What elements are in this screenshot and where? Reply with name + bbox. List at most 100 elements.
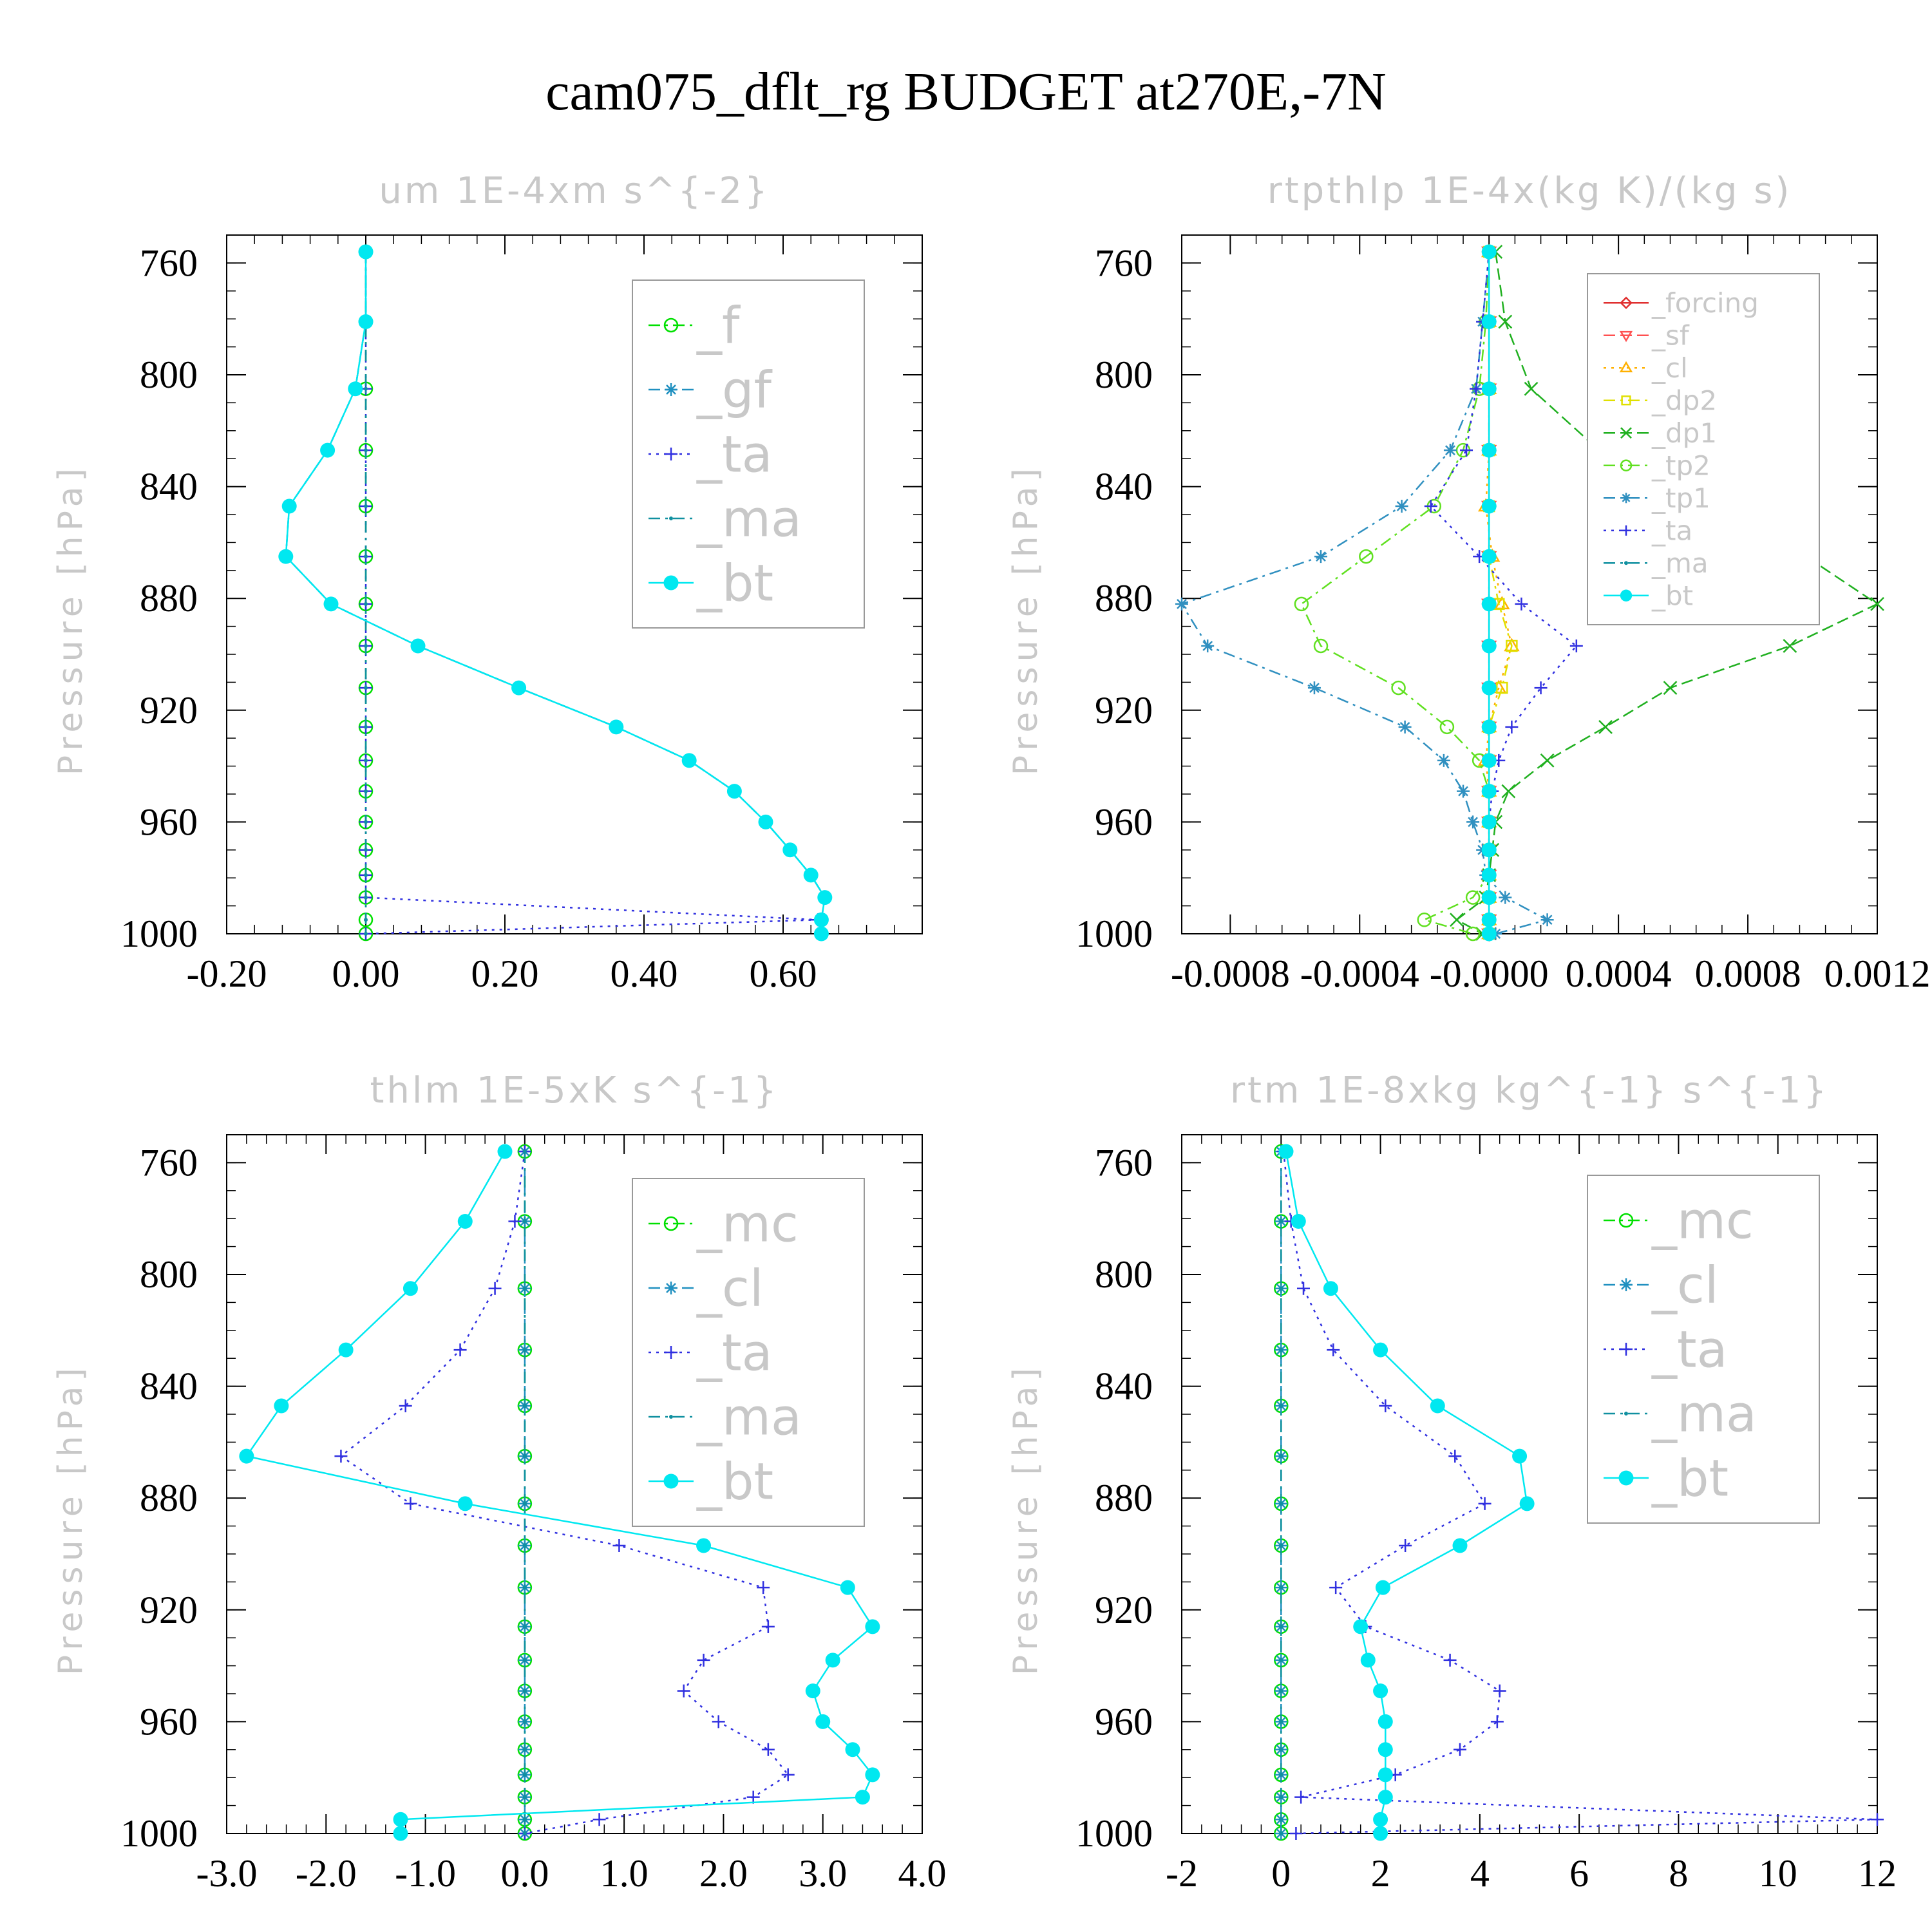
data-point [1279,1747,1283,1752]
data-point [522,1719,527,1724]
legend-marker [665,1346,677,1359]
data-point [1505,720,1519,734]
legend-marker [1624,1412,1628,1416]
y-tick-label: 920 [1095,1589,1153,1631]
y-tick-label: 1000 [1075,913,1153,955]
y-axis-label: Pressure [hPa] [1007,463,1045,775]
data-point [1327,1343,1340,1357]
x-tick-label: 12 [1858,1852,1897,1895]
legend-label: _cl [1651,1256,1719,1314]
data-point [364,686,368,690]
data-point [1289,1827,1303,1840]
x-tick-label: -0.20 [187,952,267,995]
data-point [274,1398,289,1414]
data-point [1481,912,1497,927]
series-ta [334,1145,795,1840]
y-tick-label: 760 [1095,1141,1153,1184]
legend-label: _ta [1651,1321,1727,1379]
legend-marker [1620,1278,1633,1291]
data-point [1481,381,1497,397]
data-point [410,638,426,654]
legend-marker [663,1216,679,1231]
data-point [1279,1817,1283,1822]
y-tick-label: 960 [1095,800,1153,843]
x-tick-label: 0 [1271,1852,1291,1895]
y-tick-label: 800 [1095,354,1153,396]
legend-label: _mc [696,1195,799,1253]
data-point [364,724,368,729]
data-point [1524,381,1539,396]
data-point [1481,638,1497,654]
x-tick-label: -2 [1166,1852,1198,1895]
x-tick-label: 4 [1470,1852,1490,1895]
series-line [1285,1151,1528,1833]
data-point [1540,753,1555,768]
data-point [1457,784,1470,798]
series-tp2 [1294,244,1497,942]
legend-marker [1621,493,1631,504]
data-point [761,1620,775,1633]
y-tick-label: 840 [140,1365,198,1408]
legend-label: _f [696,297,741,355]
data-point [1279,1624,1283,1629]
legend-marker [663,1473,679,1489]
data-point [1375,1580,1390,1595]
data-point [364,895,368,900]
data-point [364,386,368,391]
data-point [1490,1715,1504,1728]
legend: _mc _cl _ta _ma _bt [632,1178,865,1527]
data-point [1481,680,1497,696]
data-point [825,1653,840,1668]
data-point [522,1658,527,1662]
y-tick-label: 760 [140,1141,198,1184]
data-point [1175,597,1188,611]
data-point [338,1342,354,1358]
x-tick-label: 0.20 [471,952,539,995]
data-point [1481,719,1497,735]
data-point [1481,596,1497,612]
legend-marker [669,516,673,520]
y-tick-label: 800 [140,1253,198,1296]
data-point [840,1580,855,1595]
data-point [681,753,697,768]
data-point [1452,1538,1468,1553]
data-point [1515,597,1528,611]
y-axis-label: Pressure [hPa] [52,1363,90,1675]
legend-label: _bt [1651,580,1693,611]
data-point [522,1795,527,1799]
legend-marker [1619,361,1633,373]
series-line [1282,1151,1878,1835]
data-point [855,1790,870,1805]
legend-label: _ta [1651,515,1692,546]
data-point [813,912,829,927]
series-line [1430,251,1578,934]
y-axis-label: Pressure [hPa] [1007,1363,1045,1675]
legend-label: _dp2 [1651,384,1717,416]
legend-marker [665,1282,677,1294]
data-point [358,314,374,330]
data-point [508,1215,522,1228]
data-point [1481,753,1497,768]
x-tick-label: 4.0 [898,1852,947,1895]
x-tick-label: 0.00 [332,952,400,995]
series-line [1300,251,1490,935]
data-point [239,1448,254,1464]
data-point [522,1286,527,1291]
data-point [522,1817,527,1822]
legend-marker [1620,589,1633,601]
data-point [677,1684,690,1698]
x-tick-label: -3.0 [196,1852,258,1895]
data-point [1373,1826,1388,1841]
x-tick-label: -0.0000 [1430,952,1549,995]
y-tick-label: 840 [1095,1365,1153,1408]
data-point [1279,1795,1283,1799]
data-point [813,926,829,942]
data-point [1373,1342,1388,1358]
data-point [522,1501,527,1506]
data-point [761,1743,775,1756]
data-point [404,1497,417,1510]
data-point [1307,681,1321,695]
data-point [364,504,368,508]
data-point [1279,1219,1283,1224]
x-tick-label: 6 [1569,1852,1589,1895]
